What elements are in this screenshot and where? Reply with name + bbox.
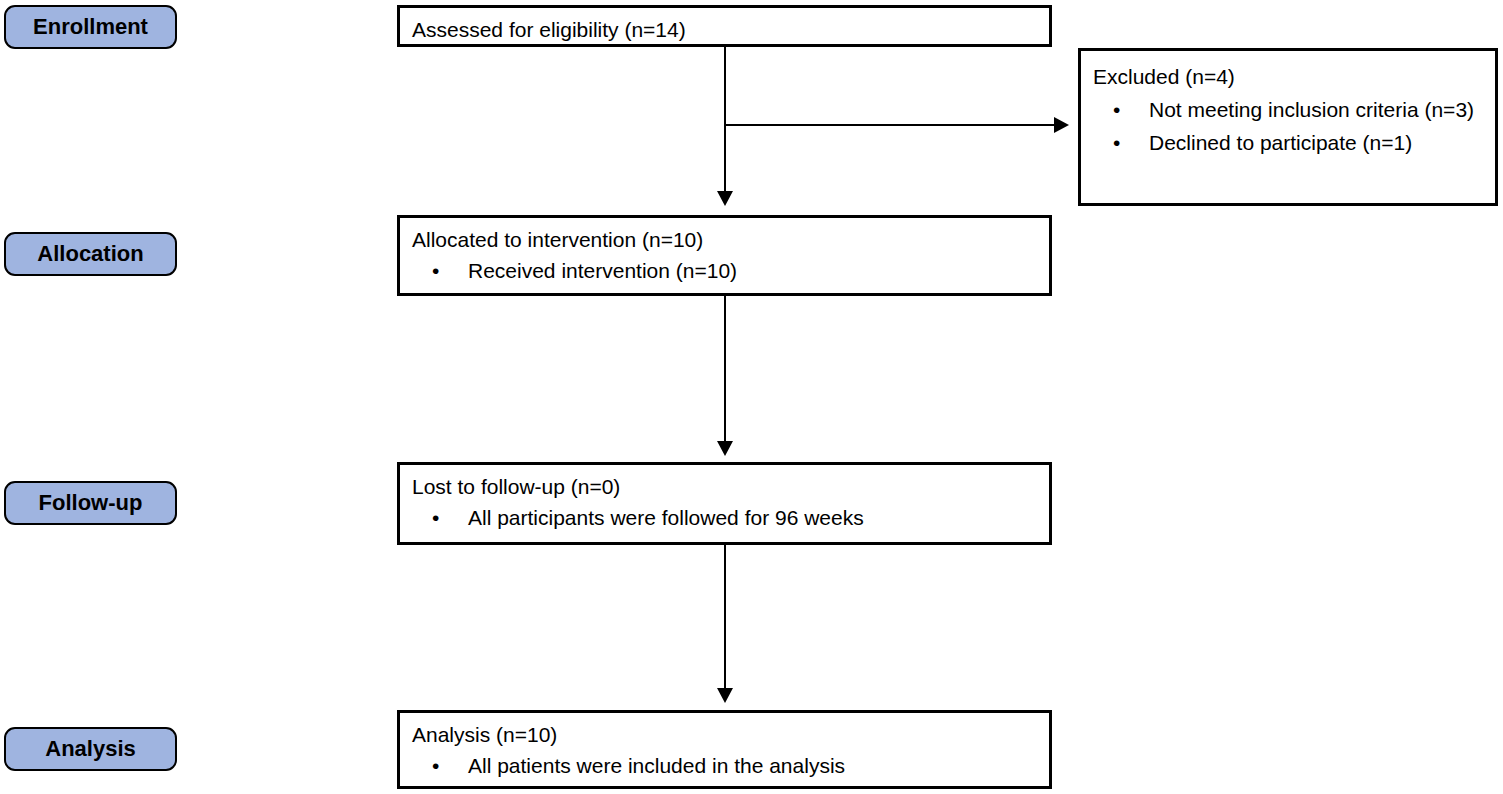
analysis-bullet-text: All patients were included in the analys…: [468, 750, 1039, 781]
bullet-marker: •: [1093, 93, 1149, 126]
bullet-marker: •: [1093, 126, 1149, 159]
flow-box-excluded-title: Excluded (n=4): [1093, 60, 1485, 93]
excluded-bullet-item: • Not meeting inclusion criteria (n=3): [1093, 93, 1485, 126]
flow-box-followup: Lost to follow-up (n=0) • All participan…: [397, 462, 1052, 545]
allocated-bullet-item: • Received intervention (n=10): [412, 255, 1039, 286]
arrowhead-right-icon: [1054, 117, 1069, 133]
stage-label-analysis: Analysis: [4, 727, 177, 771]
stage-label-allocation-text: Allocation: [37, 241, 143, 267]
flow-box-excluded: Excluded (n=4) • Not meeting inclusion c…: [1078, 48, 1498, 206]
stage-label-enrollment-text: Enrollment: [33, 14, 148, 40]
flow-box-allocated: Allocated to intervention (n=10) • Recei…: [397, 215, 1052, 296]
bullet-marker: •: [412, 750, 468, 781]
arrowhead-down-icon: [717, 688, 733, 703]
excluded-bullet-text: Declined to participate (n=1): [1149, 126, 1485, 159]
followup-bullet-item: • All participants were followed for 96 …: [412, 502, 1039, 533]
flow-box-assessed-title: Assessed for eligibility (n=14): [412, 14, 1039, 45]
arrowhead-down-icon: [717, 191, 733, 206]
bullet-marker: •: [412, 502, 468, 533]
stage-label-followup-text: Follow-up: [39, 490, 143, 516]
arrowhead-down-icon: [717, 441, 733, 456]
flow-box-assessed: Assessed for eligibility (n=14): [397, 5, 1052, 47]
flow-box-analysis-title: Analysis (n=10): [412, 719, 1039, 750]
consort-flow-diagram: Enrollment Allocation Follow-up Analysis…: [0, 0, 1503, 794]
followup-bullet-text: All participants were followed for 96 we…: [468, 502, 1039, 533]
bullet-marker: •: [412, 255, 468, 286]
stage-label-allocation: Allocation: [4, 232, 177, 276]
stage-label-analysis-text: Analysis: [45, 736, 136, 762]
connector-allocated-followup: [724, 296, 726, 442]
stage-label-enrollment: Enrollment: [4, 5, 177, 49]
flow-box-analysis: Analysis (n=10) • All patients were incl…: [397, 710, 1052, 789]
flow-box-allocated-title: Allocated to intervention (n=10): [412, 224, 1039, 255]
analysis-bullet-item: • All patients were included in the anal…: [412, 750, 1039, 781]
connector-assessed-allocated: [724, 47, 726, 192]
flow-box-followup-title: Lost to follow-up (n=0): [412, 471, 1039, 502]
connector-branch-excluded: [725, 124, 1055, 126]
connector-followup-analysis: [724, 545, 726, 689]
excluded-bullet-item: • Declined to participate (n=1): [1093, 126, 1485, 159]
allocated-bullet-text: Received intervention (n=10): [468, 255, 1039, 286]
excluded-bullet-text: Not meeting inclusion criteria (n=3): [1149, 93, 1485, 126]
stage-label-followup: Follow-up: [4, 481, 177, 525]
